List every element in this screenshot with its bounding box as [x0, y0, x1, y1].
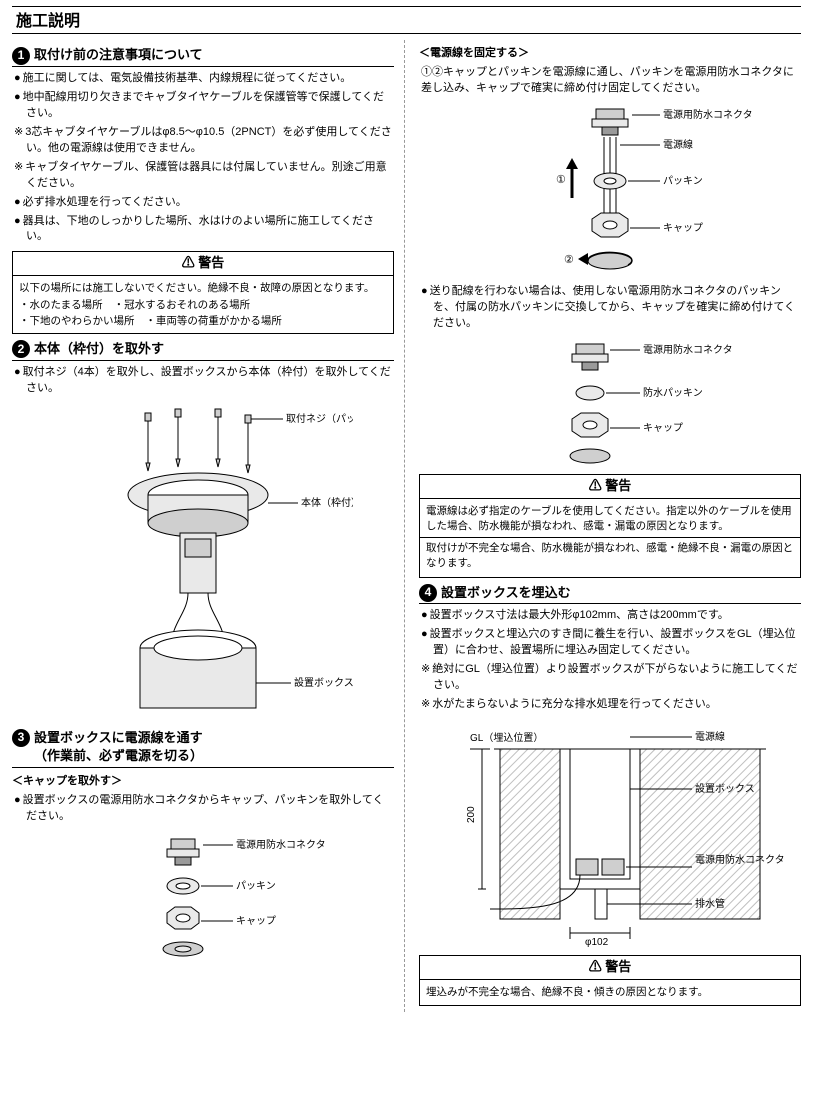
s2-bullet: 取付ネジ（4本）を取外し、設置ボックスから本体（枠付）を取外してください。: [14, 365, 394, 397]
warning-item: 車両等の荷重がかかる場所: [145, 314, 282, 329]
fig-step-2: ②: [564, 254, 574, 266]
figure-waterproof-packing: 電源用防水コネクタ 防水パッキン キャップ: [419, 338, 801, 468]
warning-item: 下地のやわらかい場所: [19, 314, 135, 329]
fix-subhead: ＜電源線を固定する＞: [419, 46, 801, 62]
fig-label: 電源用防水コネクタ: [236, 838, 326, 851]
step-number-icon: 1: [12, 47, 30, 65]
fig-label: 電源用防水コネクタ: [643, 343, 733, 356]
s4-note: 絶対にGL（埋込位置）より設置ボックスが下がらないように施工してください。: [421, 662, 801, 694]
warning-box: ⚠ 警告 以下の場所には施工しないでください。絶縁不良・故障の原因となります。 …: [12, 251, 394, 334]
section-4-header: 4 設置ボックスを埋込む: [419, 584, 801, 605]
fig-label: パッキン: [663, 175, 703, 187]
step-number-icon: 4: [419, 584, 437, 602]
warning-body: 埋込みが不完全な場合、絶縁不良・傾きの原因となります。: [420, 980, 800, 1005]
s3-bullet: 設置ボックスの電源用防水コネクタからキャップ、パッキンを取外してください。: [14, 793, 394, 825]
s1-bullet: 地中配線用切り欠きまでキャブタイヤケーブルを保護管等で保護してください。: [14, 90, 394, 122]
fig-label: GL（埋込位置）: [470, 731, 543, 744]
fig-dim: φ102: [585, 937, 609, 948]
warning-box: ⚠ 警告 埋込みが不完全な場合、絶縁不良・傾きの原因となります。: [419, 955, 801, 1006]
warning-text: 取付けが不完全な場合、防水機能が損なわれ、感電・絶縁不良・漏電の原因となります。: [426, 541, 794, 571]
section-3-subtitle: （作業前、必ず電源を切る）: [12, 747, 394, 766]
s3-subhead: ＜キャップを取外す＞: [12, 774, 394, 790]
fig-label: 電源用防水コネクタ（2個）: [695, 853, 790, 866]
warning-body: 電源線は必ず指定のケーブルを使用してください。指定以外のケーブルを使用した場合、…: [420, 499, 800, 577]
section-2-header: 2 本体（枠付）を取外す: [12, 340, 394, 361]
fix-nosend: 送り配線を行わない場合は、使用しない電源用防水コネクタのパッキンを、付属の防水パ…: [421, 284, 801, 332]
s4-note: 水がたまらないように充分な排水処理を行ってください。: [421, 697, 801, 713]
fig-label: キャップ: [663, 222, 703, 234]
fix-lead: ①②キャップとパッキンを電源線に通し、パッキンを電源用防水コネクタに差し込み、キ…: [421, 65, 801, 97]
s1-note: 3芯キャブタイヤケーブルはφ8.5～φ10.5（2PNCT）を必ず使用してくださ…: [14, 125, 394, 157]
warning-text: 以下の場所には施工しないでください。絶縁不良・故障の原因となります。: [19, 281, 387, 296]
figure-cap-remove: 電源用防水コネクタ パッキン キャップ: [12, 831, 394, 961]
warning-heading: ⚠ 警告: [13, 252, 393, 276]
step-number-icon: 2: [12, 340, 30, 358]
fig-label: キャップ: [236, 915, 276, 927]
fig-label: 電源用防水コネクタ: [663, 108, 753, 121]
figure-fix-wire: 電源用防水コネクタ 電源線 パッキン ①: [419, 103, 801, 278]
warning-body: 以下の場所には施工しないでください。絶縁不良・故障の原因となります。 水のたまる…: [13, 276, 393, 333]
s4-bullet: 設置ボックスと埋込穴のすき間に養生を行い、設置ボックスをGL（埋込位置）に合わせ…: [421, 627, 801, 659]
fig-step-1: ①: [556, 174, 566, 186]
warning-heading: ⚠ 警告: [420, 956, 800, 980]
left-column: 1 取付け前の注意事項について 施工に関しては、電気設備技術基準、内線規程に従っ…: [12, 40, 405, 1012]
warning-box: ⚠ 警告 電源線は必ず指定のケーブルを使用してください。指定以外のケーブルを使用…: [419, 474, 801, 578]
section-2-title: 本体（枠付）を取外す: [34, 340, 164, 359]
fig-label: 設置ボックス: [695, 782, 755, 795]
fig-label: 本体（枠付）: [301, 496, 353, 509]
s1-bullet: 施工に関しては、電気設備技術基準、内線規程に従ってください。: [14, 71, 394, 87]
two-column-layout: 1 取付け前の注意事項について 施工に関しては、電気設備技術基準、内線規程に従っ…: [12, 40, 801, 1012]
s1-bullet: 器具は、下地のしっかりした場所、水はけのよい場所に施工してください。: [14, 214, 394, 246]
section-1-header: 1 取付け前の注意事項について: [12, 46, 394, 67]
warning-item: 冠水するおそれのある場所: [114, 298, 251, 313]
step-number-icon: 3: [12, 729, 30, 747]
right-column: ＜電源線を固定する＞ ①②キャップとパッキンを電源線に通し、パッキンを電源用防水…: [419, 40, 801, 1012]
figure-body-removal: 取付ネジ（パッキン付）（4本） 本体（枠付）: [12, 403, 394, 723]
fig-label: 防水パッキン: [643, 386, 703, 399]
s1-note: キャブタイヤケーブル、保護管は器具には付属していません。別途ご用意ください。: [14, 160, 394, 192]
section-3-title: 設置ボックスに電源線を通す: [34, 729, 203, 748]
warning-item: 水のたまる場所: [19, 298, 103, 313]
fig-label: 取付ネジ（パッキン付）（4本）: [286, 412, 353, 425]
fig-label: 電源線: [663, 138, 693, 151]
figure-burial-section: GL（埋込位置） 200: [419, 719, 801, 949]
s1-bullet: 必ず排水処理を行ってください。: [14, 195, 394, 211]
fig-label: 排水管: [695, 897, 725, 910]
section-3-header: 3 設置ボックスに電源線を通す （作業前、必ず電源を切る）: [12, 729, 394, 769]
page-title: 施工説明: [12, 8, 801, 34]
fig-label: パッキン: [236, 880, 276, 892]
warning-text: 電源線は必ず指定のケーブルを使用してください。指定以外のケーブルを使用した場合、…: [426, 504, 794, 534]
warning-text: 埋込みが不完全な場合、絶縁不良・傾きの原因となります。: [426, 985, 794, 1000]
fig-label: 電源線: [695, 730, 725, 743]
fig-dim: 200: [466, 806, 477, 823]
fig-label: 設置ボックス: [294, 676, 353, 689]
section-1-title: 取付け前の注意事項について: [34, 46, 203, 65]
fig-label: キャップ: [643, 422, 683, 434]
section-4-title: 設置ボックスを埋込む: [441, 584, 571, 603]
warning-heading: ⚠ 警告: [420, 475, 800, 499]
s4-bullet: 設置ボックス寸法は最大外形φ102mm、高さは200mmです。: [421, 608, 801, 624]
